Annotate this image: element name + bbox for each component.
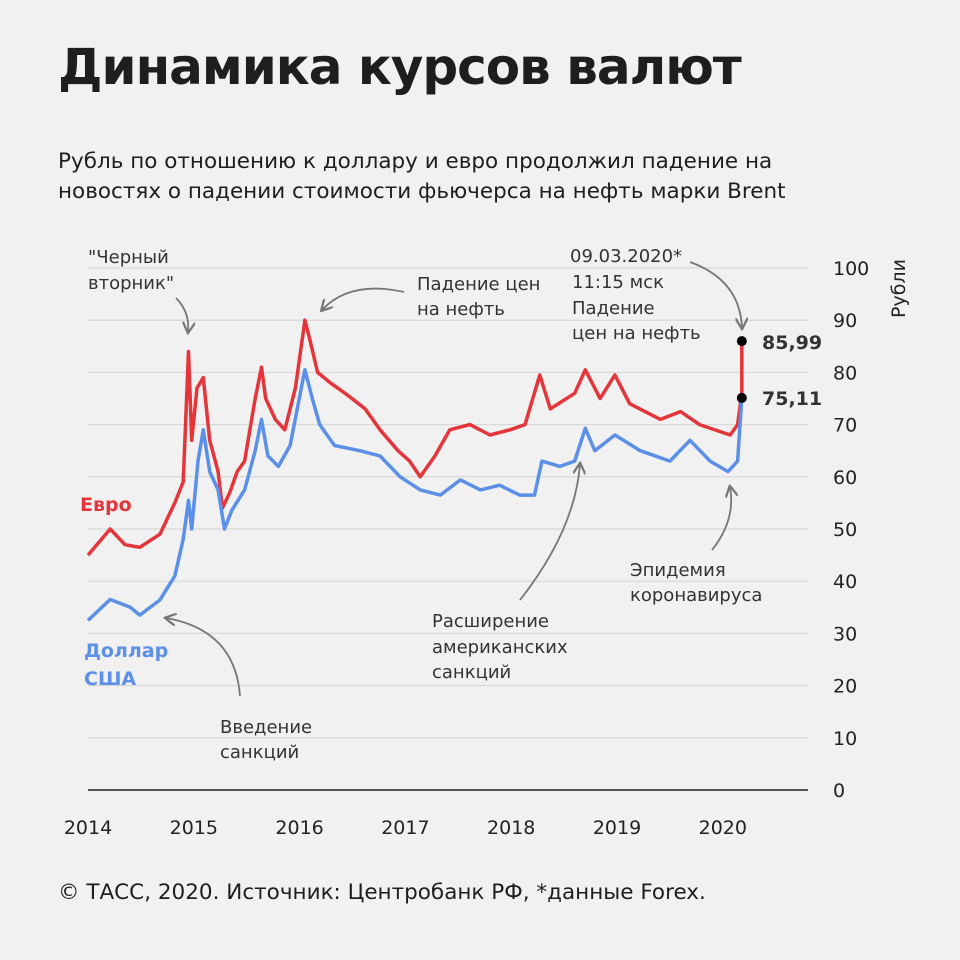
subtitle-line: Рубль по отношению к доллару и евро прод… bbox=[58, 149, 773, 174]
y-tick-label: 50 bbox=[833, 519, 857, 541]
arrow-icon bbox=[166, 618, 241, 697]
arrow-icon bbox=[711, 487, 731, 551]
arrow-icon bbox=[689, 261, 742, 328]
annotation-text: Падение цен bbox=[417, 274, 540, 295]
source-footer: © ТАСС, 2020. Источник: Центробанк РФ, *… bbox=[58, 880, 706, 905]
subtitle: Рубль по отношению к доллару и евро прод… bbox=[58, 147, 918, 207]
y-tick-label: 40 bbox=[833, 571, 857, 593]
x-axis-ticks: 2014 2015 2016 2017 2018 2019 2020 bbox=[64, 817, 747, 839]
annotation-date-note: 09.03.2020* 11:15 мск Падение цен на неф… bbox=[570, 246, 742, 344]
annotation-text: Расширение bbox=[432, 611, 549, 632]
y-axis-label: Рубли bbox=[888, 259, 910, 318]
y-tick-label: 70 bbox=[833, 415, 857, 437]
annotation-text: 09.03.2020* bbox=[570, 246, 682, 267]
dollar-end-value: 75,11 bbox=[762, 388, 822, 410]
euro-line bbox=[86, 318, 744, 557]
series-lines bbox=[86, 318, 747, 622]
y-tick-label: 20 bbox=[833, 676, 857, 698]
annotation-text: коронавируса bbox=[630, 585, 762, 606]
arrow-icon bbox=[519, 464, 580, 601]
annotation-black-tuesday: "Черный вторник" bbox=[88, 247, 188, 332]
page-title: Динамика курсов валют bbox=[58, 38, 742, 96]
y-tick-label: 90 bbox=[833, 310, 857, 332]
annotation-text: санкций bbox=[220, 742, 299, 763]
legend-dollar: США bbox=[84, 668, 136, 690]
annotation-text: Введение bbox=[220, 717, 312, 738]
legend-dollar: Доллар bbox=[84, 640, 168, 662]
annotation-oil-drop: Падение цен на нефть bbox=[322, 274, 540, 320]
y-tick-label: 60 bbox=[833, 467, 857, 489]
arrow-icon bbox=[322, 287, 405, 310]
annotation-text: вторник" bbox=[88, 273, 174, 294]
annotation-text: цен на нефть bbox=[572, 323, 701, 344]
x-tick-label: 2017 bbox=[381, 817, 429, 839]
y-tick-label: 0 bbox=[833, 780, 845, 802]
subtitle-line: новостях о падении стоимости фьючерса на… bbox=[58, 179, 786, 204]
dollar-end-point bbox=[736, 392, 747, 403]
annotation-text: на нефть bbox=[417, 299, 505, 320]
x-tick-label: 2014 bbox=[64, 817, 112, 839]
euro-end-point bbox=[736, 336, 747, 347]
y-tick-label: 100 bbox=[833, 258, 869, 280]
y-tick-label: 10 bbox=[833, 728, 857, 750]
annotation-text: 11:15 мск bbox=[572, 272, 664, 293]
y-tick-label: 80 bbox=[833, 362, 857, 384]
legend-euro: Евро bbox=[80, 494, 132, 516]
annotation-sanctions: Введение санкций bbox=[166, 618, 312, 763]
grid bbox=[88, 267, 808, 791]
dollar-line bbox=[86, 368, 744, 622]
y-axis-ticks: 0 10 20 30 40 50 60 70 80 90 100 bbox=[833, 258, 869, 802]
annotation-text: американских bbox=[432, 637, 568, 658]
annotation-us-sanctions: Расширение американских санкций bbox=[432, 464, 580, 683]
x-tick-label: 2019 bbox=[593, 817, 641, 839]
annotation-epidemic: Эпидемия коронавируса bbox=[630, 487, 762, 606]
x-tick-label: 2020 bbox=[699, 817, 747, 839]
x-tick-label: 2016 bbox=[275, 817, 323, 839]
x-tick-label: 2018 bbox=[487, 817, 535, 839]
y-tick-label: 30 bbox=[833, 623, 857, 645]
annotation-text: санкций bbox=[432, 662, 511, 683]
x-tick-label: 2015 bbox=[170, 817, 218, 839]
annotation-text: Падение bbox=[572, 298, 655, 319]
annotation-text: Эпидемия bbox=[630, 560, 726, 581]
arrow-icon bbox=[175, 297, 188, 332]
annotation-text: "Черный bbox=[88, 247, 169, 268]
euro-end-value: 85,99 bbox=[762, 332, 822, 354]
